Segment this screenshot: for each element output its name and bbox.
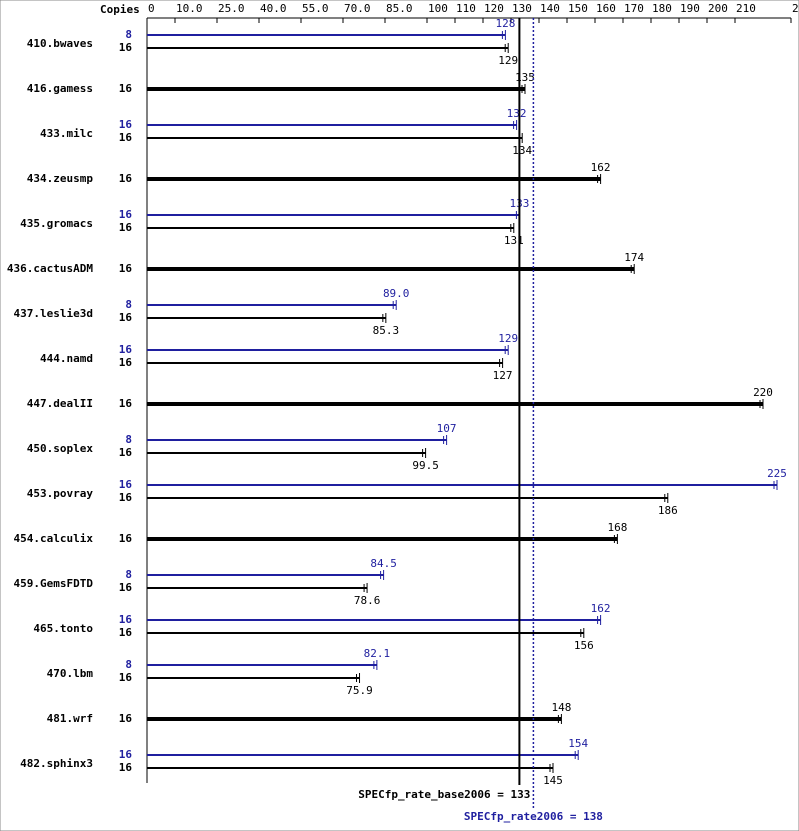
category-label: 436.cactusADM <box>7 262 93 275</box>
value-label: 129 <box>498 332 518 345</box>
category-label: 435.gromacs <box>20 217 93 230</box>
value-label: 127 <box>493 369 513 382</box>
category-label: 410.bwaves <box>27 37 93 50</box>
reference-label: SPECfp_rate2006 = 138 <box>464 810 603 823</box>
value-label: 85.3 <box>373 324 400 337</box>
category-label: 416.gamess <box>27 82 93 95</box>
copies-label: 16 <box>119 478 133 491</box>
value-label: 129 <box>498 54 518 67</box>
value-label: 220 <box>753 386 773 399</box>
x-tick-label: 110 <box>456 2 476 15</box>
x-tick-label: 40.0 <box>260 2 287 15</box>
copies-label: 8 <box>125 28 132 41</box>
value-label: 131 <box>504 234 524 247</box>
x-tick-label: 200 <box>708 2 728 15</box>
value-label: 107 <box>437 422 457 435</box>
category-label: 481.wrf <box>47 712 93 725</box>
x-tick-label: 55.0 <box>302 2 329 15</box>
category-label: 444.namd <box>40 352 93 365</box>
x-tick-label: 170 <box>624 2 644 15</box>
x-tick-label: 230 <box>792 2 799 15</box>
copies-label: 16 <box>119 343 133 356</box>
value-label: 156 <box>574 639 594 652</box>
x-tick-label: 210 <box>736 2 756 15</box>
value-label: 186 <box>658 504 678 517</box>
copies-label: 8 <box>125 298 132 311</box>
copies-label: 16 <box>119 41 133 54</box>
value-label: 78.6 <box>354 594 381 607</box>
category-label: 433.milc <box>40 127 93 140</box>
x-tick-label: 150 <box>568 2 588 15</box>
category-label: 470.lbm <box>47 667 94 680</box>
x-tick-label: 70.0 <box>344 2 371 15</box>
category-label: 434.zeusmp <box>27 172 94 185</box>
copies-label: 16 <box>119 208 133 221</box>
value-label: 132 <box>507 107 527 120</box>
copies-label: 16 <box>119 532 133 545</box>
copies-label: 16 <box>119 491 133 504</box>
x-tick-label: 25.0 <box>218 2 245 15</box>
value-label: 154 <box>568 737 588 750</box>
value-label: 148 <box>551 701 571 714</box>
copies-label: 8 <box>125 658 132 671</box>
copies-label: 8 <box>125 568 132 581</box>
value-label: 162 <box>591 161 611 174</box>
x-tick-label: 10.0 <box>176 2 203 15</box>
value-label: 168 <box>607 521 627 534</box>
category-label: 454.calculix <box>14 532 94 545</box>
category-label: 465.tonto <box>33 622 93 635</box>
value-label: 84.5 <box>370 557 397 570</box>
value-label: 135 <box>515 71 535 84</box>
category-label: 453.povray <box>27 487 94 500</box>
axis-label: Copies <box>100 3 140 16</box>
value-label: 174 <box>624 251 644 264</box>
copies-label: 16 <box>119 311 133 324</box>
category-label: 482.sphinx3 <box>20 757 93 770</box>
value-label: 99.5 <box>412 459 439 472</box>
copies-label: 16 <box>119 748 133 761</box>
copies-label: 16 <box>119 82 133 95</box>
value-label: 82.1 <box>364 647 391 660</box>
copies-label: 16 <box>119 613 133 626</box>
x-tick-label: 85.0 <box>386 2 413 15</box>
copies-label: 16 <box>119 131 133 144</box>
copies-label: 16 <box>119 712 133 725</box>
category-label: 450.soplex <box>27 442 94 455</box>
value-label: 75.9 <box>346 684 373 697</box>
x-tick-label: 160 <box>596 2 616 15</box>
copies-label: 16 <box>119 118 133 131</box>
value-label: 162 <box>591 602 611 615</box>
x-tick-label: 100 <box>428 2 448 15</box>
value-label: 134 <box>512 144 532 157</box>
value-label: 128 <box>495 17 515 30</box>
copies-label: 16 <box>119 262 133 275</box>
copies-label: 16 <box>119 397 133 410</box>
x-tick-label: 180 <box>652 2 672 15</box>
x-tick-label: 140 <box>540 2 560 15</box>
category-label: 437.leslie3d <box>14 307 93 320</box>
copies-label: 16 <box>119 581 133 594</box>
x-tick-label: 130 <box>512 2 532 15</box>
x-tick-label: 0 <box>148 2 155 15</box>
copies-label: 16 <box>119 172 133 185</box>
value-label: 225 <box>767 467 787 480</box>
category-label: 447.dealII <box>27 397 93 410</box>
x-tick-label: 120 <box>484 2 504 15</box>
copies-label: 16 <box>119 446 133 459</box>
reference-label: SPECfp_rate_base2006 = 133 <box>358 788 530 801</box>
copies-label: 16 <box>119 671 133 684</box>
category-label: 459.GemsFDTD <box>14 577 94 590</box>
copies-label: 16 <box>119 626 133 639</box>
copies-label: 16 <box>119 761 133 774</box>
value-label: 145 <box>543 774 563 787</box>
value-label: 89.0 <box>383 287 410 300</box>
copies-label: 16 <box>119 356 133 369</box>
x-tick-label: 190 <box>680 2 700 15</box>
copies-label: 16 <box>119 221 133 234</box>
copies-label: 8 <box>125 433 132 446</box>
